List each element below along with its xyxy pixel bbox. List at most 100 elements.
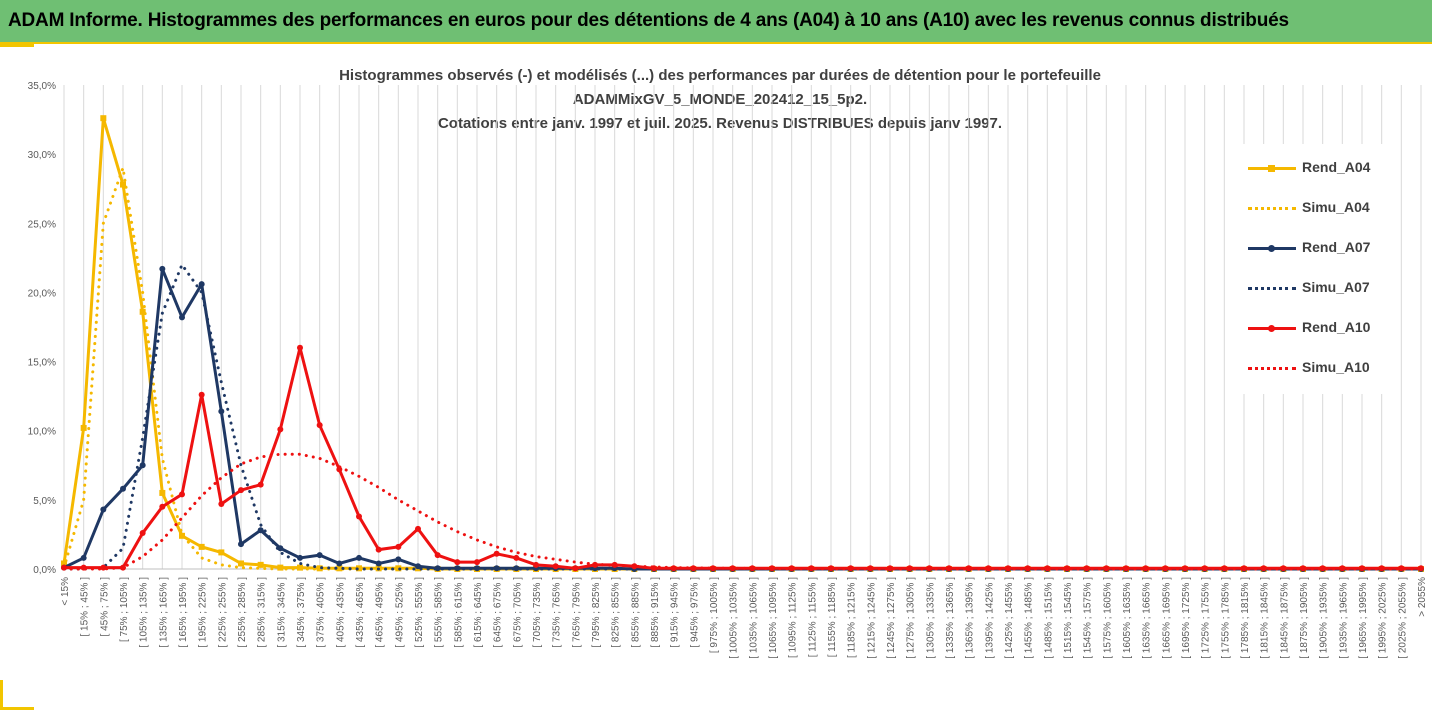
data-point (277, 426, 284, 433)
data-point (356, 554, 362, 561)
legend-marker (1268, 325, 1275, 332)
legend-swatch (1248, 367, 1296, 370)
x-tick-label: [ 1575% ; 1605% ] (1102, 577, 1113, 659)
x-tick-label: [ 225% ; 255% ] (217, 577, 228, 648)
x-tick-label: [ 555% ; 585% ] (434, 577, 445, 648)
banner-title: ADAM Informe. Histogrammes des performan… (8, 10, 1289, 31)
series-line (62, 452, 1423, 571)
legend-item-simu-a04: Simu_A04 (1244, 198, 1394, 218)
y-tick-label: 20,0% (28, 288, 56, 299)
data-point (100, 115, 107, 122)
x-tick-label: [ 75% ; 105% ] (119, 577, 130, 642)
x-tick-label: [ 975% ; 1005% ] (709, 577, 720, 653)
data-point (218, 549, 225, 556)
x-tick-label: [ 1725% ; 1755% ] (1201, 577, 1212, 659)
y-tick-label: 25,0% (28, 219, 56, 230)
x-tick-label: < 15% (60, 577, 71, 606)
data-point (277, 545, 284, 552)
legend: Rend_A04 Simu_A04 Rend_A07 Simu_A07 Rend_A10… (1232, 144, 1392, 394)
data-point (198, 281, 205, 288)
x-tick-label: [ 525% ; 555% ] (414, 577, 425, 648)
data-point (120, 181, 126, 188)
data-point (395, 556, 402, 563)
x-tick-label: [ 1185% ; 1215% ] (847, 577, 858, 658)
data-point (277, 564, 284, 571)
data-point (179, 491, 185, 498)
x-tick-label: [ 825% ; 855% ] (611, 577, 622, 648)
y-tick-label: 35,0% (28, 81, 56, 92)
series-layer (61, 115, 1424, 572)
data-point (139, 462, 146, 469)
data-point (297, 554, 303, 561)
x-tick-label: [ 1755% ; 1785% ] (1220, 577, 1231, 659)
corner-accent-top (0, 44, 34, 47)
x-tick-label: [ 375% ; 405% ] (316, 577, 327, 648)
x-tick-label: [ 675% ; 705% ] (512, 577, 523, 648)
x-tick-label: [ 915% ; 945% ] (670, 577, 681, 648)
x-tick-label: > 2055% (1417, 577, 1428, 617)
x-tick-label: [ 285% ; 315% ] (257, 577, 268, 648)
x-tick-label: [ 405% ; 435% ] (335, 577, 346, 648)
data-point (198, 543, 205, 550)
data-point (336, 560, 343, 567)
x-tick-label: [ 1065% ; 1095% ] (768, 577, 779, 659)
chart-title: Histogrammes observés (-) et modélisés (… (240, 64, 1200, 136)
data-point (474, 559, 480, 566)
legend-label: Rend_A10 (1302, 319, 1371, 335)
series-line (62, 263, 1423, 571)
data-point (356, 565, 362, 572)
y-tick-label: 10,0% (28, 427, 56, 438)
x-tick-label: [ 1425% ; 1455% ] (1004, 577, 1015, 659)
data-point (710, 565, 716, 572)
data-point (1142, 565, 1149, 572)
series-line (63, 267, 1421, 571)
series-simu-a04 (62, 166, 1423, 571)
x-tick-label: [ 1515% ; 1545% ] (1063, 577, 1074, 659)
data-point (316, 422, 323, 429)
legend-marker (1268, 245, 1275, 252)
x-tick-label: [ 795% ; 825% ] (591, 577, 602, 648)
x-tick-label: [ 1305% ; 1335% ] (925, 577, 936, 659)
x-tick-label: [ 1815% ; 1845% ] (1260, 577, 1271, 659)
data-point (513, 565, 520, 572)
data-point (257, 527, 264, 534)
x-tick-label: [ 465% ; 495% ] (375, 577, 386, 648)
y-axis: 0,0% 5,0% 10,0% 15,0% 20,0% 25,0% 30,0% 35,0% (28, 81, 56, 576)
chart-title-line-3: Cotations entre janv. 1997 et juil. 2025… (437, 115, 1003, 132)
x-tick-label: [ 585% ; 615% ] (453, 577, 464, 648)
data-point (631, 563, 638, 570)
y-tick-label: 30,0% (28, 150, 56, 161)
x-tick-label: [ 315% ; 345% ] (276, 577, 287, 648)
legend-label: Rend_A04 (1302, 159, 1371, 175)
x-tick-label: [ 735% ; 765% ] (552, 577, 563, 648)
legend-label: Rend_A07 (1302, 239, 1371, 255)
x-tick-label: [ 1785% ; 1815% ] (1240, 577, 1251, 659)
y-tick-label: 15,0% (28, 358, 56, 369)
legend-swatch (1248, 207, 1296, 210)
x-tick-label: [ 195% ; 225% ] (198, 577, 209, 648)
data-point (257, 481, 264, 488)
data-point (1398, 565, 1405, 572)
legend-item-simu-a10: Simu_A10 (1244, 358, 1394, 378)
y-tick-label: 0,0% (33, 565, 56, 576)
legend-item-simu-a07: Simu_A07 (1244, 278, 1394, 298)
legend-item-rend-a04: Rend_A04 (1244, 158, 1394, 178)
legend-item-rend-a10: Rend_A10 (1244, 318, 1394, 338)
data-point (1221, 565, 1228, 572)
data-point (395, 543, 402, 550)
data-point (415, 525, 421, 532)
x-tick-label: [ 1125% ; 1155% ] (807, 577, 818, 657)
x-tick-label: [ 1965% ; 1995% ] (1358, 577, 1369, 659)
data-point (238, 541, 244, 548)
x-tick-label: [ 1605% ; 1635% ] (1122, 577, 1133, 659)
y-tick-label: 5,0% (33, 496, 56, 507)
x-tick-label: [ 1275% ; 1305% ] (906, 577, 917, 659)
data-point (493, 550, 500, 557)
x-tick-label: [ 495% ; 525% ] (394, 577, 405, 648)
series-simu-a10 (62, 452, 1423, 571)
data-point (336, 565, 343, 572)
data-point (965, 565, 972, 572)
x-tick-label: [ 45% ; 75% ] (99, 577, 110, 637)
data-point (100, 506, 107, 513)
